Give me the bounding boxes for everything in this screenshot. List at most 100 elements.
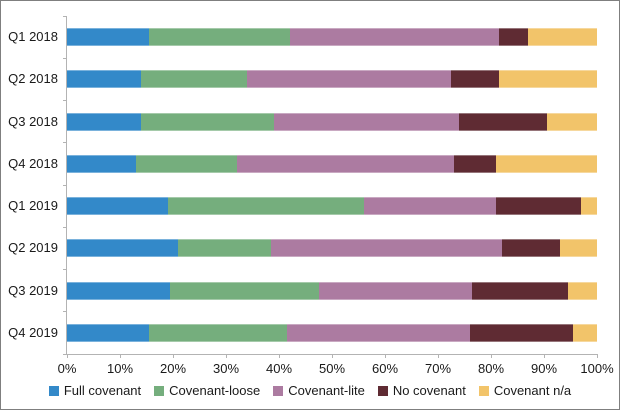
bar-segment-covenant-loose	[141, 112, 274, 131]
bar-row-q2-2018: Q2 2018	[8, 58, 597, 100]
x-axis-tick	[66, 354, 68, 358]
x-tick-label: 40%	[265, 361, 293, 376]
bar-segment-covenant-n-a	[573, 323, 597, 342]
legend-label: Covenant n/a	[493, 383, 572, 398]
x-axis-tick	[437, 354, 439, 358]
y-axis-tick	[63, 269, 67, 270]
bar-segment-full-covenant	[67, 28, 150, 47]
bar-segment-covenant-n-a	[496, 154, 597, 173]
x-tick-label: 90%	[530, 361, 558, 376]
y-axis-label: Q1 2018	[8, 29, 58, 45]
bar-segment-covenant-loose	[149, 323, 287, 342]
stacked-bar	[67, 28, 597, 47]
y-axis-tick	[63, 353, 67, 355]
bar-segment-covenant-loose	[135, 154, 237, 173]
bar-segment-no-covenant	[472, 281, 568, 300]
bar-segment-covenant-n-a	[567, 281, 597, 300]
legend-item-covenant-lite: Covenant-lite	[273, 383, 365, 398]
bar-segment-covenant-loose	[178, 239, 272, 258]
y-axis-tick	[63, 57, 67, 59]
bar-segment-covenant-lite	[271, 239, 502, 258]
legend-swatch-icon	[377, 385, 388, 396]
bar-segment-no-covenant	[469, 323, 574, 342]
bar-segment-no-covenant	[501, 239, 560, 258]
stacked-bar	[67, 197, 597, 216]
bar-segment-covenant-n-a	[528, 28, 597, 47]
bar-segment-no-covenant	[498, 28, 529, 47]
x-axis-tick	[331, 354, 333, 358]
bar-segment-full-covenant	[67, 197, 168, 216]
bar-segment-covenant-n-a	[546, 112, 597, 131]
bar-row-q2-2019: Q2 2019	[8, 227, 597, 269]
x-tick-label: 50%	[318, 361, 346, 376]
legend-swatch-icon	[48, 385, 59, 396]
bar-segment-covenant-lite	[286, 323, 470, 342]
legend-swatch-icon	[273, 385, 284, 396]
bar-segment-covenant-loose	[167, 197, 364, 216]
bar-segment-covenant-loose	[170, 281, 319, 300]
legend-label: Covenant-lite	[288, 383, 365, 398]
bar-segment-covenant-lite	[289, 28, 499, 47]
legend: Full covenant Covenant-loose Covenant-lite…	[1, 383, 619, 398]
bar-segment-covenant-lite	[318, 281, 473, 300]
legend-label: Full covenant	[63, 383, 142, 398]
y-axis-label: Q3 2018	[8, 113, 58, 129]
y-axis-tick	[63, 184, 67, 186]
legend-item-covenant-n-a: Covenant n/a	[478, 383, 572, 398]
stacked-bar	[67, 323, 597, 342]
legend-label: Covenant-loose	[169, 383, 261, 398]
bar-row-q1-2019: Q1 2019	[8, 185, 597, 227]
bar-segment-full-covenant	[67, 112, 142, 131]
bar-segment-no-covenant	[496, 197, 582, 216]
bar-segment-covenant-n-a	[498, 70, 597, 89]
bar-segment-full-covenant	[67, 70, 142, 89]
y-axis-tick	[63, 100, 67, 101]
bar-row-q4-2018: Q4 2018	[8, 143, 597, 185]
x-tick-label: 80%	[477, 361, 505, 376]
legend-swatch-icon	[154, 385, 165, 396]
x-axis-tick	[225, 354, 227, 358]
stacked-bar	[67, 112, 597, 131]
x-axis-tick	[119, 354, 121, 358]
stacked-bar	[67, 281, 597, 300]
legend-label: No covenant	[392, 383, 466, 398]
bar-row-q4-2019: Q4 2019	[8, 312, 597, 354]
bar-segment-full-covenant	[67, 281, 171, 300]
x-tick-label: 100%	[580, 361, 614, 376]
x-tick-label: 0%	[57, 361, 77, 376]
bar-segment-covenant-loose	[149, 28, 290, 47]
bar-segment-full-covenant	[67, 154, 136, 173]
x-axis-tick	[278, 354, 280, 358]
bar-segment-covenant-n-a	[581, 197, 597, 216]
x-axis-tick	[384, 354, 386, 358]
bar-row-q1-2018: Q1 2018	[8, 16, 597, 58]
x-tick-label: 20%	[159, 361, 187, 376]
y-axis-tick	[63, 311, 67, 313]
bar-segment-covenant-loose	[141, 70, 248, 89]
stacked-bar	[67, 70, 597, 89]
legend-item-full-covenant: Full covenant	[48, 383, 142, 398]
legend-item-covenant-loose: Covenant-loose	[154, 383, 260, 398]
legend-swatch-icon	[478, 385, 489, 396]
stacked-bar	[67, 154, 597, 173]
stacked-bar	[67, 239, 597, 258]
x-tick-label: 60%	[371, 361, 399, 376]
bar-segment-covenant-lite	[273, 112, 460, 131]
bar-segment-covenant-lite	[247, 70, 452, 89]
bar-row-q3-2018: Q3 2018	[8, 101, 597, 143]
x-axis-tick	[490, 354, 492, 358]
y-axis-label: Q1 2019	[8, 198, 58, 214]
bar-segment-full-covenant	[67, 239, 179, 258]
y-axis-label: Q2 2018	[8, 71, 58, 87]
x-axis-tick	[172, 354, 174, 358]
bar-segment-covenant-lite	[363, 197, 497, 216]
bar-segment-no-covenant	[459, 112, 547, 131]
y-axis-tick	[63, 142, 67, 144]
x-tick-label: 70%	[424, 361, 452, 376]
y-axis-tick	[63, 15, 67, 17]
legend-item-no-covenant: No covenant	[377, 383, 466, 398]
y-axis-label: Q2 2019	[8, 240, 58, 256]
plot-area: Q1 2018 Q2 2018 Q3 2018 Q4 2018 Q1 2019 Q2 20…	[8, 15, 614, 376]
x-axis-tick	[596, 354, 598, 358]
